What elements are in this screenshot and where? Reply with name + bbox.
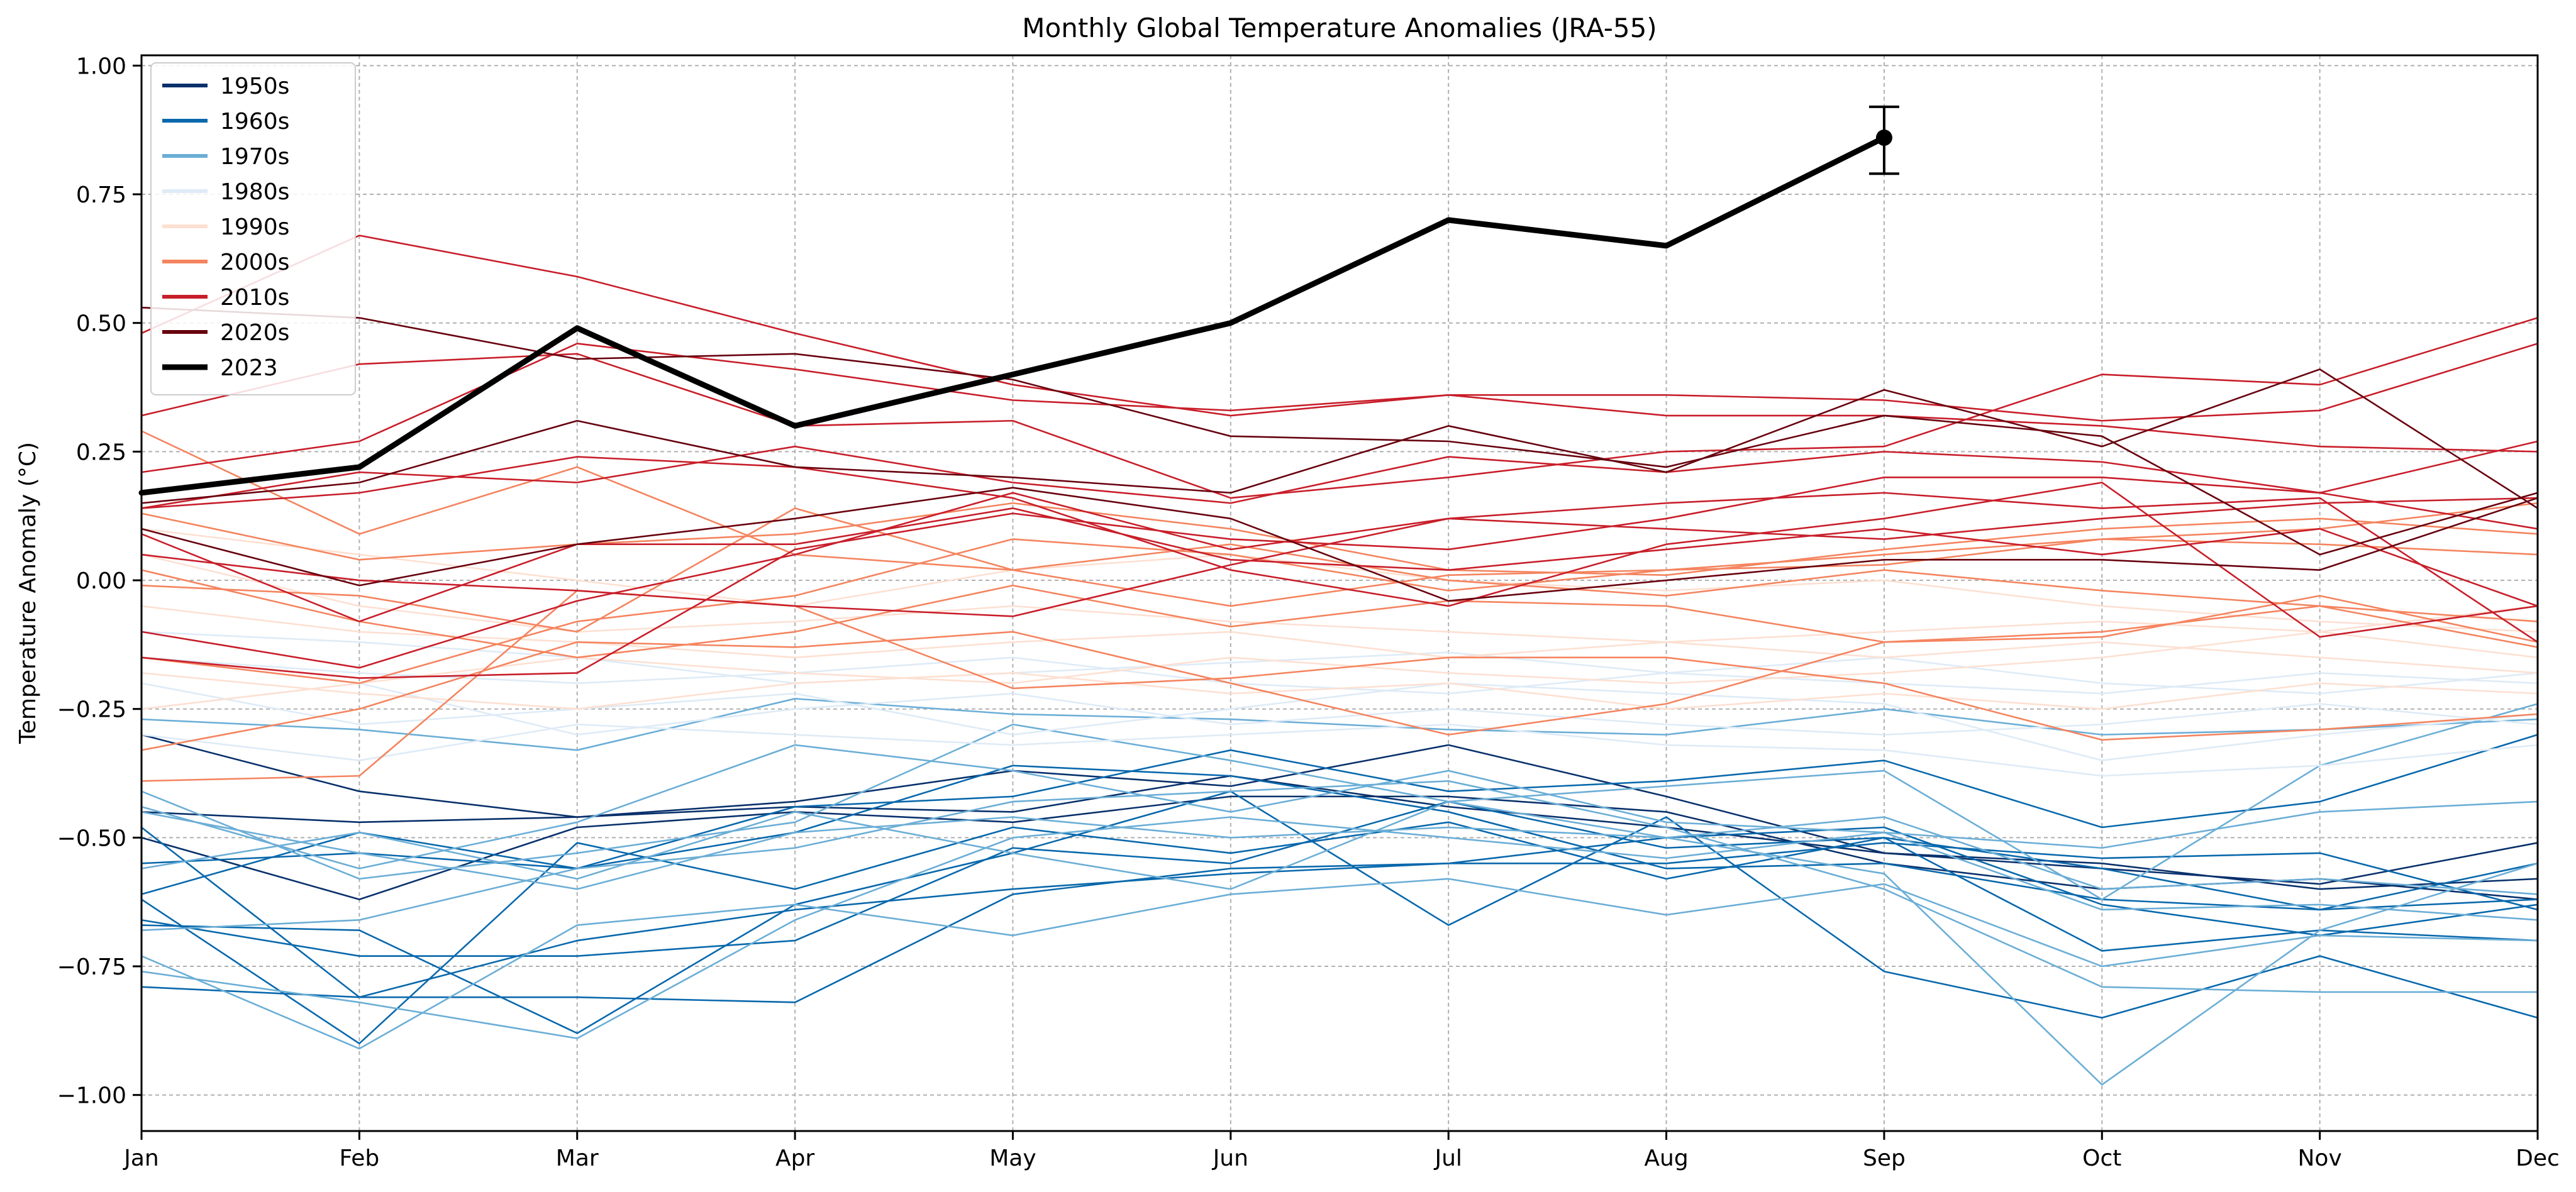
y-axis-label: Temperature Anomaly (°C) (15, 442, 41, 744)
legend-label-2000s: 2000s (220, 250, 289, 275)
series-line-2010s (140, 235, 2539, 422)
highlight-series (138, 105, 1899, 496)
legend-label-1970s: 1970s (220, 144, 289, 170)
series-line-1990s (140, 631, 2539, 710)
series-line-1990s (140, 553, 2539, 643)
x-axis-ticks: Jan Feb Mar Apr May Jun Jul Aug Sep Oct Nov Dec (123, 1131, 2560, 1171)
y-axis-ticks: −1.00 −0.75 −0.50 −0.25 0.00 0.25 0.50 0.75 1.00 (57, 53, 142, 1109)
legend-label-1980s: 1980s (220, 179, 289, 205)
series-line-1990s (140, 527, 2539, 633)
series-line-1990s (140, 672, 2539, 710)
series-line-1950s (140, 734, 2539, 885)
series-line-2010s (140, 507, 2539, 622)
series-line-2000s (140, 605, 2539, 751)
x-tick-label: Aug (1644, 1145, 1688, 1171)
legend-box (150, 62, 356, 395)
y-tick-label: 0.50 (76, 311, 126, 337)
series-line-1980s (140, 631, 2539, 695)
y-tick-label: 1.00 (76, 53, 126, 79)
series-line-2010s (140, 477, 2539, 679)
series-line-2023 (138, 135, 1887, 496)
series-line-2000s (140, 430, 2539, 607)
series-line-2010s (140, 440, 2539, 509)
x-tick-label: May (989, 1145, 1036, 1171)
y-tick-label: −1.00 (57, 1083, 126, 1109)
series-line-1980s (140, 682, 2539, 761)
legend-label-2010s: 2010s (220, 285, 289, 311)
series-line-2010s (140, 492, 2539, 669)
x-tick-label: Dec (2516, 1145, 2560, 1171)
y-tick-label: −0.50 (57, 825, 126, 851)
series-line-1990s (140, 605, 2539, 674)
series-line-1960s (140, 790, 2539, 1034)
series-line-2010s (140, 343, 2539, 473)
series-line-2000s (140, 502, 2539, 577)
series-line-2000s (140, 538, 2539, 685)
x-tick-label: Oct (2082, 1145, 2121, 1171)
series-line-1980s (140, 682, 2539, 736)
x-tick-label: Feb (339, 1145, 379, 1171)
series-line-1970s (140, 816, 2539, 1039)
legend-label-2023: 2023 (220, 355, 278, 381)
series-line-2000s (140, 590, 2539, 782)
y-tick-label: 0.00 (76, 568, 126, 594)
series-line-2010s (140, 456, 2539, 638)
series-line-2000s (140, 569, 2539, 659)
series-line-1960s (140, 734, 2539, 895)
plot-frame (140, 54, 2539, 1132)
legend: 1950s 1960s 1970s 1980s 1990s 2000s 2010s 2020s… (150, 62, 356, 395)
series-line-1960s (140, 826, 2539, 998)
series-line-2020s (140, 368, 2539, 509)
series-line-1970s (140, 780, 2539, 993)
series-line-1960s (140, 764, 2539, 911)
series-line-1970s (140, 811, 2539, 895)
series-line-1960s (140, 826, 2539, 1003)
series-line-1980s (140, 723, 2539, 777)
legend-label-1950s: 1950s (220, 74, 289, 99)
y-tick-label: −0.75 (57, 954, 126, 980)
x-tick-label: Sep (1863, 1145, 1906, 1171)
series-line-1970s (140, 698, 2539, 751)
x-tick-label: Nov (2298, 1145, 2342, 1171)
series-line-1970s (140, 800, 2539, 1086)
y-tick-label: 0.75 (76, 182, 126, 208)
x-tick-label: Jan (123, 1145, 159, 1171)
chart-title: Monthly Global Temperature Anomalies (JR… (1022, 13, 1657, 43)
series-line-2010s (140, 317, 2539, 499)
legend-label-2020s: 2020s (220, 320, 289, 346)
series-line-1960s (140, 821, 2539, 1045)
y-tick-label: 0.25 (76, 439, 126, 465)
x-tick-label: Mar (556, 1145, 599, 1171)
series-line-1970s (140, 703, 2539, 900)
error-bar-point (1875, 129, 1892, 146)
y-tick-label: −0.25 (57, 697, 126, 723)
series-lines (140, 235, 2539, 1086)
x-tick-label: Jul (1433, 1145, 1462, 1171)
series-line-1970s (140, 878, 2539, 1050)
series-line-2010s (140, 497, 2539, 617)
x-tick-label: Jun (1212, 1145, 1248, 1171)
x-tick-label: Apr (775, 1145, 814, 1171)
legend-label-1960s: 1960s (220, 109, 289, 135)
series-line-2020s (140, 487, 2539, 602)
legend-label-1990s: 1990s (220, 214, 289, 240)
series-line-1970s (140, 744, 2539, 869)
series-line-2000s (140, 507, 2539, 633)
